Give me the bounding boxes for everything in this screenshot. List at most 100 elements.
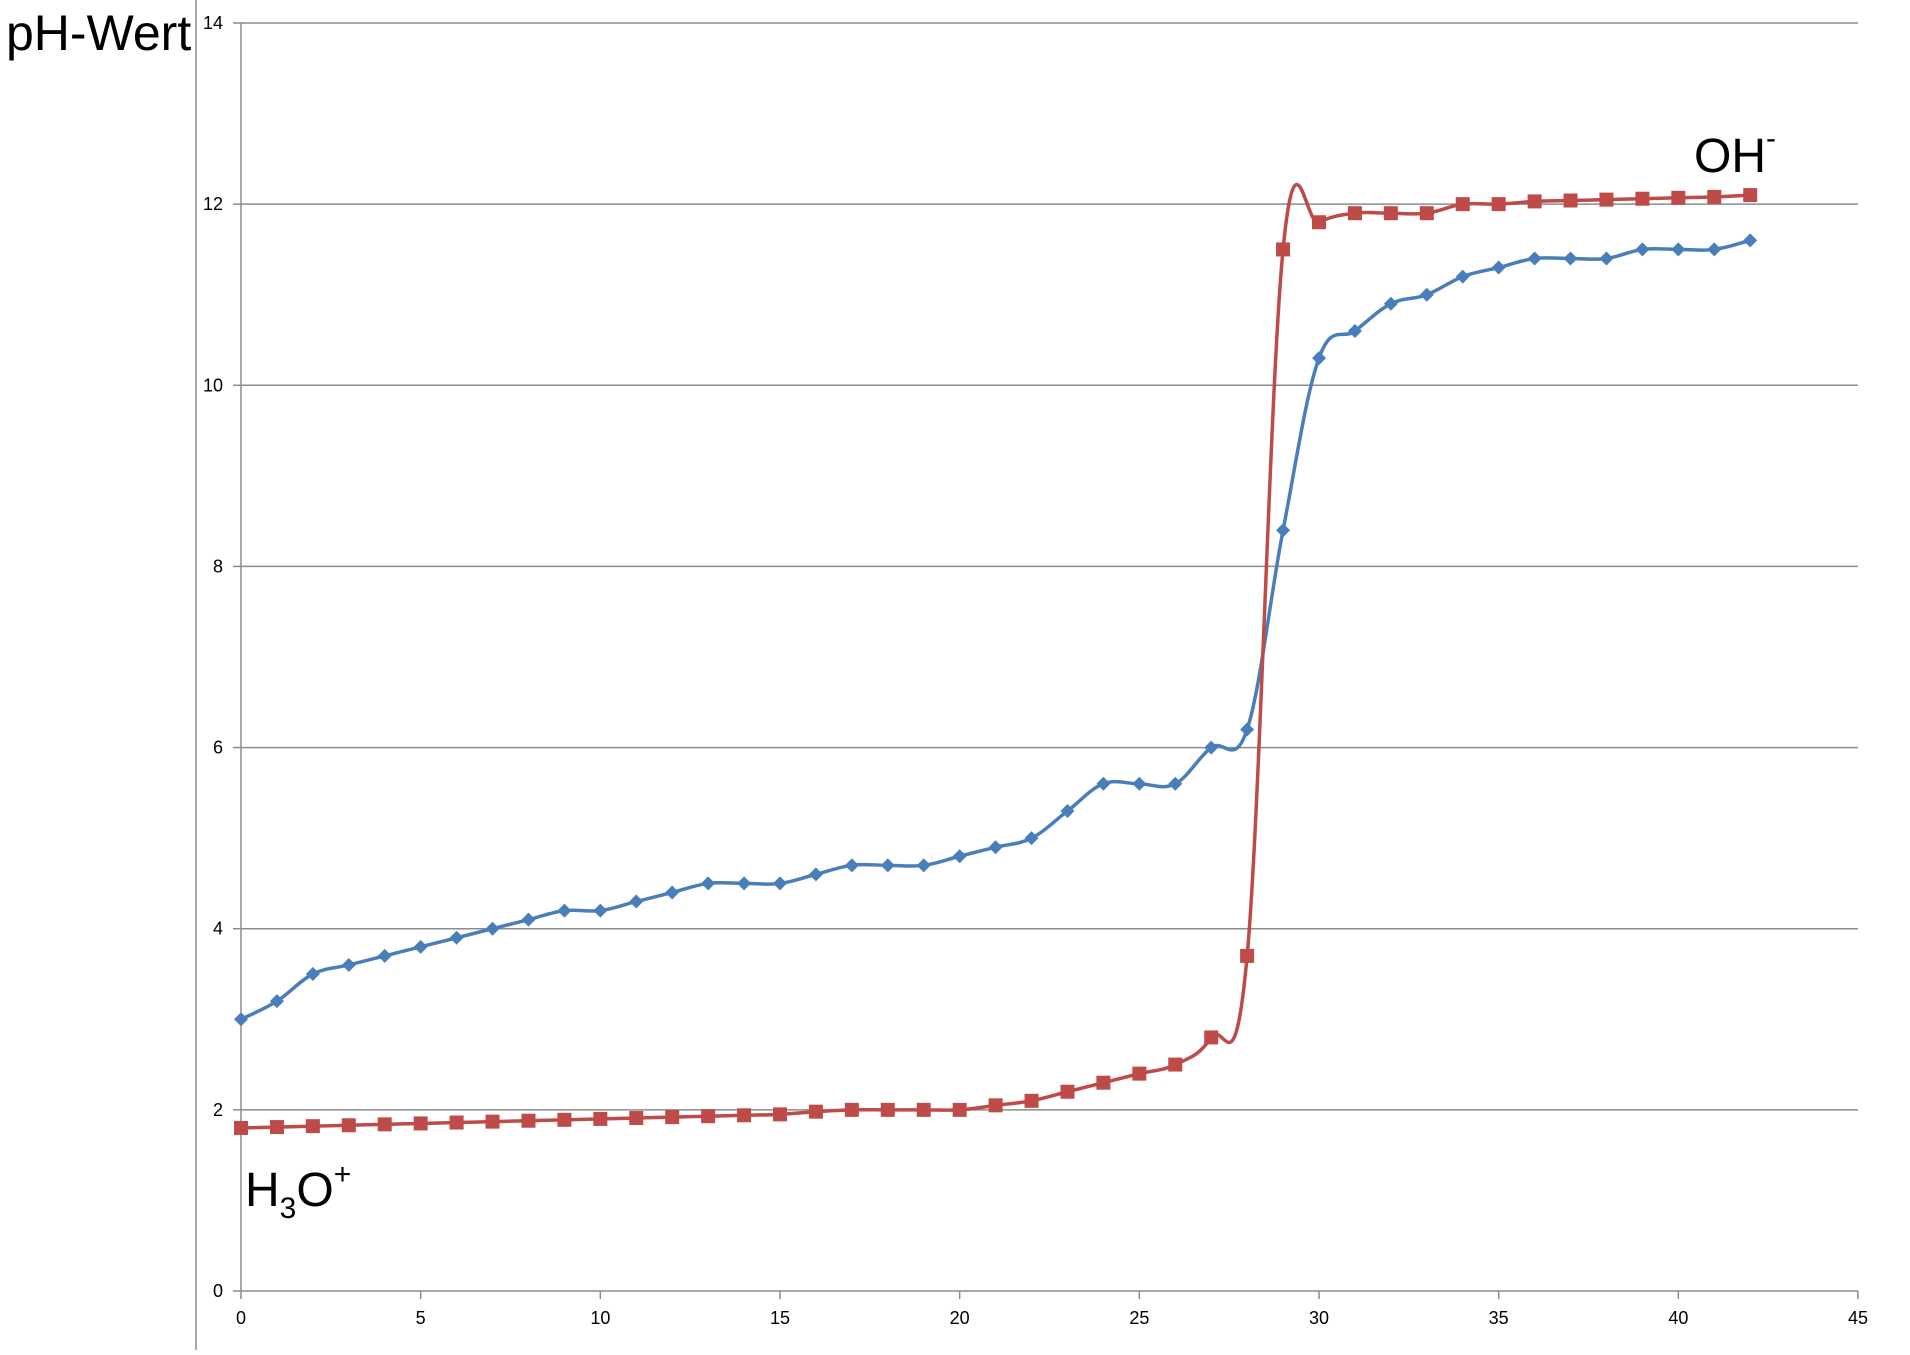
series-1-point-37 [1563,251,1578,266]
series-2-point-25 [1132,1066,1147,1081]
series-2-point-34 [1455,197,1470,212]
x-tick-label-25: 25 [1129,1308,1149,1328]
series-2-point-12 [665,1110,680,1125]
x-tick-label-35: 35 [1489,1308,1509,1328]
x-tick-label-5: 5 [416,1308,426,1328]
series-2-point-10 [593,1111,608,1126]
gridlines [241,22,1858,1111]
annotation-oh: OH- [1694,122,1776,183]
series-2-point-8 [521,1113,536,1128]
series-1-point-21 [988,840,1003,855]
series-2-point-39 [1635,191,1650,206]
annotation-oh-base: OH [1694,130,1766,183]
y-tick-label-0: 0 [213,1281,223,1301]
series-2-point-35 [1491,197,1506,212]
y-tick-label-14: 14 [203,13,223,33]
y-tick-label-10: 10 [203,375,223,395]
series-1-point-16 [808,867,823,882]
y-tick-label-4: 4 [213,919,223,939]
x-tick-label-10: 10 [590,1308,610,1328]
series-1-point-11 [629,894,644,909]
series-2-point-6 [449,1115,464,1130]
series-1-point-14 [737,876,752,891]
series-2-point-23 [1060,1084,1075,1099]
y-tick-label-8: 8 [213,556,223,576]
series-2-point-37 [1563,193,1578,208]
series-1 [234,233,1758,1027]
x-tick-label-30: 30 [1309,1308,1329,1328]
series-2-point-18 [880,1102,895,1117]
series-1-point-18 [880,858,895,873]
series-1-point-20 [952,849,967,864]
series-1-point-12 [665,885,680,900]
series-1-point-3 [341,957,356,972]
x-tick-label-45: 45 [1848,1308,1868,1328]
series-1-point-10 [593,903,608,918]
series-1-point-36 [1527,251,1542,266]
series-2-point-38 [1599,192,1614,207]
series-1-point-22 [1024,831,1039,846]
series-2-point-31 [1347,206,1362,221]
x-tick-label-40: 40 [1668,1308,1688,1328]
annotation-h3o-sup: + [334,1158,352,1191]
series-2-point-42 [1743,188,1758,203]
series-2-point-1 [269,1120,284,1135]
series-2-point-4 [377,1117,392,1132]
series-2-point-26 [1168,1057,1183,1072]
series-2-point-3 [341,1118,356,1133]
series-2-point-32 [1383,206,1398,221]
series-1-point-26 [1168,776,1183,791]
series-1-point-35 [1491,260,1506,275]
series-1-point-17 [844,858,859,873]
series-1-point-1 [269,994,284,1009]
series-1-point-34 [1455,269,1470,284]
series-2-point-33 [1419,206,1434,221]
series-1-point-27 [1204,740,1219,755]
annotation-h3o-sub: 3 [280,1192,297,1225]
y-axis-title: pH-Wert [6,5,192,61]
series-2-point-41 [1707,189,1722,204]
series-2-point-11 [629,1111,644,1126]
series-2-point-16 [808,1104,823,1119]
y-tick-label-12: 12 [203,194,223,214]
series-2-point-13 [701,1109,716,1124]
annotation-h3o: H3O+ [245,1158,351,1225]
x-tick-label-20: 20 [950,1308,970,1328]
series-2-point-14 [737,1108,752,1123]
series-1-point-23 [1060,803,1075,818]
series-2-point-9 [557,1112,572,1127]
series-1-point-40 [1671,242,1686,257]
series-2-point-0 [234,1120,248,1135]
series-2-point-29 [1276,242,1291,257]
series-2-point-19 [916,1102,931,1117]
series-1-point-25 [1132,776,1147,791]
series-1-point-24 [1096,776,1111,791]
series-1-point-7 [485,921,500,936]
series-1-point-41 [1707,242,1722,257]
annotation-h3o-base2: O [296,1164,333,1217]
series-2-point-20 [952,1102,967,1117]
series-2-point-27 [1204,1030,1219,1045]
series-1-point-5 [413,939,428,954]
series-1-point-13 [701,876,716,891]
series-1-point-39 [1635,242,1650,257]
series-2-point-21 [988,1098,1003,1113]
series-1-point-30 [1312,351,1326,366]
series-2-point-28 [1240,948,1255,963]
series-1-line [240,238,1751,1021]
series-1-point-33 [1419,287,1434,302]
series-2 [234,182,1758,1135]
y-tick-label-6: 6 [213,738,223,758]
series-1-point-38 [1599,251,1614,266]
series-2-point-17 [844,1102,859,1117]
series-2-point-36 [1527,194,1542,209]
x-tick-label-0: 0 [236,1308,246,1328]
series-2-line [240,182,1751,1130]
series-1-point-0 [234,1012,248,1027]
series-2-point-30 [1312,215,1326,230]
series-2-point-2 [305,1119,320,1134]
series-2-point-22 [1024,1093,1039,1108]
series-1-point-8 [521,912,536,927]
